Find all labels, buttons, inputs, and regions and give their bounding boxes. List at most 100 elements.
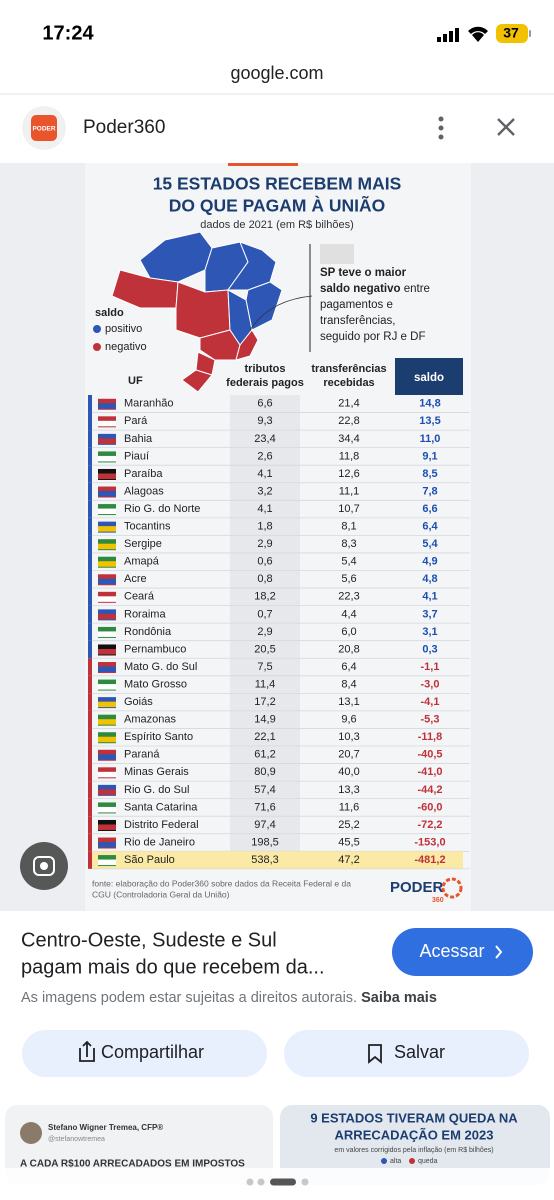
visit-chevron bbox=[495, 945, 503, 959]
row-uf: Rio de Janeiro bbox=[124, 836, 195, 848]
row-uf: Minas Gerais bbox=[124, 766, 189, 778]
row-flag-detail bbox=[98, 754, 116, 760]
row-uf: Alagoas bbox=[124, 485, 164, 497]
row-saldo: -481,2 bbox=[414, 854, 445, 866]
related-legend: queda bbox=[418, 1158, 438, 1165]
row-flag-detail bbox=[98, 403, 116, 409]
row-uf: Espírito Santo bbox=[124, 731, 193, 743]
row-saldo: 3,1 bbox=[422, 626, 437, 638]
callout-text: saldo negativo entre bbox=[320, 283, 430, 295]
legend-swatch-negative bbox=[93, 343, 101, 351]
row-uf: Roraima bbox=[124, 608, 166, 620]
row-flag-detail bbox=[98, 684, 116, 690]
header-tributos: federais pagos bbox=[226, 377, 304, 389]
row-saldo: 4,8 bbox=[422, 573, 437, 585]
row-transferencias: 45,5 bbox=[338, 836, 359, 848]
row-uf: Pará bbox=[124, 415, 148, 427]
header-uf: UF bbox=[128, 375, 143, 387]
row-tributos: 61,2 bbox=[254, 749, 275, 761]
result-caption[interactable]: Centro-Oeste, Sudeste e Sul bbox=[21, 929, 277, 951]
row-side-bar bbox=[88, 500, 92, 518]
more-button[interactable] bbox=[438, 116, 444, 140]
source-note: CGU (Controladoria Geral da União) bbox=[92, 889, 230, 899]
row-uf: Santa Catarina bbox=[124, 801, 198, 813]
row-saldo: 6,4 bbox=[422, 521, 438, 533]
row-flag-detail bbox=[98, 508, 116, 515]
legend-label: negativo bbox=[105, 341, 147, 353]
row-saldo: -5,3 bbox=[421, 714, 440, 726]
row-flag-detail bbox=[98, 859, 116, 866]
row-transferencias: 20,7 bbox=[338, 749, 359, 761]
row-side-bar bbox=[88, 833, 92, 852]
row-side-bar bbox=[88, 588, 92, 606]
row-transferencias: 5,4 bbox=[341, 556, 356, 568]
info-title: DO QUE PAGAM À UNIÃO bbox=[169, 195, 386, 216]
row-uf: São Paulo bbox=[124, 854, 175, 866]
url[interactable]: google.com bbox=[230, 63, 323, 83]
table-rows: Maranhão 6,6 21,4 14,8 Pará 9,3 22,8 13,5 Bahia 2… bbox=[88, 395, 470, 870]
row-side-bar bbox=[88, 517, 92, 536]
row-transferencias: 11,8 bbox=[339, 450, 360, 462]
row-uf: Pernambuco bbox=[124, 643, 186, 655]
share-button[interactable] bbox=[22, 1030, 267, 1077]
visit-button[interactable] bbox=[392, 928, 533, 976]
legend-label: positivo bbox=[105, 323, 142, 335]
row-tributos: 23,4 bbox=[254, 433, 275, 445]
row-flag-detail bbox=[98, 842, 116, 848]
row-tributos: 4,1 bbox=[257, 468, 272, 480]
row-uf: Sergipe bbox=[124, 538, 162, 550]
row-transferencias: 20,8 bbox=[338, 643, 359, 655]
result-caption[interactable]: pagam mais do que recebem da... bbox=[21, 956, 325, 978]
row-transferencias: 6,4 bbox=[341, 661, 356, 673]
related-card[interactable] bbox=[5, 1105, 273, 1185]
row-tributos: 97,4 bbox=[254, 819, 275, 831]
row-saldo: -40,5 bbox=[417, 749, 442, 761]
row-uf: Mato Grosso bbox=[124, 678, 187, 690]
row-tributos: 11,4 bbox=[255, 678, 276, 690]
related-title: ARRECADAÇÃO EM 2023 bbox=[335, 1127, 494, 1142]
row-saldo: -1,1 bbox=[421, 661, 440, 673]
row-uf: Distrito Federal bbox=[124, 819, 199, 831]
related-card[interactable] bbox=[280, 1105, 550, 1185]
learn-more[interactable]: Saiba mais bbox=[361, 990, 437, 1006]
row-transferencias: 6,0 bbox=[341, 626, 356, 638]
legend-title: saldo bbox=[95, 307, 124, 319]
row-side-bar bbox=[88, 640, 92, 659]
related-legend: alta bbox=[390, 1158, 401, 1165]
callout-text: pagamentos e bbox=[320, 299, 393, 311]
row-side-bar bbox=[88, 395, 92, 413]
row-side-bar bbox=[88, 798, 92, 817]
row-transferencias: 13,3 bbox=[338, 784, 359, 796]
source-name[interactable]: Poder360 bbox=[83, 117, 165, 138]
row-transferencias: 13,1 bbox=[338, 696, 359, 708]
row-transferencias: 4,4 bbox=[341, 608, 356, 620]
close-button[interactable] bbox=[497, 118, 515, 136]
row-saldo: -41,0 bbox=[417, 766, 442, 778]
row-tributos: 198,5 bbox=[251, 836, 279, 848]
row-flag-detail bbox=[98, 701, 116, 708]
row-saldo: 13,5 bbox=[419, 415, 440, 427]
row-saldo: 7,8 bbox=[422, 485, 437, 497]
related-headline: A CADA R$100 ARRECADADOS EM IMPOSTOS bbox=[20, 1159, 245, 1170]
row-transferencias: 8,1 bbox=[341, 521, 356, 533]
row-saldo: 11,0 bbox=[420, 433, 441, 445]
row-saldo: 4,1 bbox=[422, 591, 437, 603]
header-saldo: saldo bbox=[414, 372, 444, 384]
row-transferencias: 11,1 bbox=[339, 485, 360, 497]
callout-rest: entre bbox=[404, 283, 430, 295]
row-tributos: 0,8 bbox=[257, 573, 272, 585]
row-uf: Piauí bbox=[124, 450, 149, 462]
battery-level: 37 bbox=[503, 25, 519, 41]
source-logo[interactable] bbox=[31, 115, 57, 141]
row-tributos: 18,2 bbox=[254, 591, 275, 603]
row-tributos: 17,2 bbox=[254, 696, 275, 708]
battery-icon bbox=[496, 24, 528, 43]
row-flag-detail bbox=[98, 491, 116, 497]
save-button[interactable] bbox=[284, 1030, 529, 1077]
row-tributos: 2,9 bbox=[257, 626, 272, 638]
row-saldo: 8,5 bbox=[422, 468, 437, 480]
row-saldo: -72,2 bbox=[417, 819, 442, 831]
signal-icon bbox=[437, 28, 459, 42]
row-transferencias: 11,6 bbox=[339, 801, 360, 813]
